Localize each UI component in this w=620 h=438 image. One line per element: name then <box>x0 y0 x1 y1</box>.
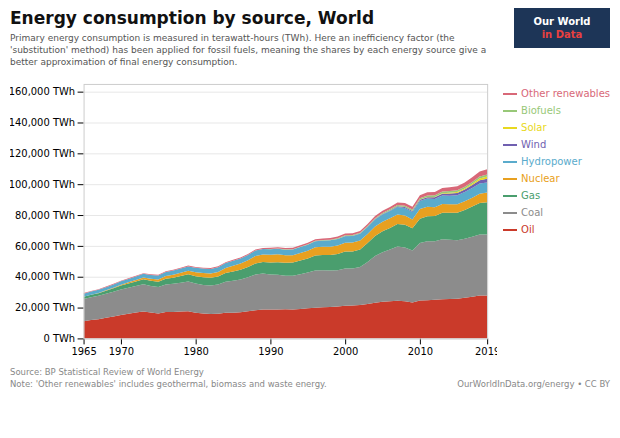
html-text:Our World: Our World <box>533 16 591 27</box>
svg-text:80,000 TWh: 80,000 TWh <box>15 210 75 221</box>
html-text:Nuclear: Nuclear <box>521 173 560 185</box>
svg-text:100,000 TWh: 100,000 TWh <box>10 179 75 190</box>
html-text:Biofuels: Biofuels <box>521 105 561 117</box>
html-text:Solar: Solar <box>521 122 547 134</box>
html-text:Primary energy consumption is: Primary energy consumption is measured i… <box>10 33 487 68</box>
svg-text:140,000 TWh: 140,000 TWh <box>10 118 75 129</box>
svg-text:2019: 2019 <box>475 346 497 357</box>
svg-text:2010: 2010 <box>408 346 433 357</box>
svg-text:1980: 1980 <box>184 346 209 357</box>
svg-text:2000: 2000 <box>333 346 358 357</box>
svg-text:1965: 1965 <box>71 346 96 357</box>
svg-text:60,000 TWh: 60,000 TWh <box>15 241 75 252</box>
svg-text:1970: 1970 <box>109 346 134 357</box>
svg-text:20,000 TWh: 20,000 TWh <box>15 303 75 314</box>
html-text:Note: 'Other renewables' inclu: Note: 'Other renewables' includes geothe… <box>10 378 327 389</box>
svg-text:120,000 TWh: 120,000 TWh <box>10 148 75 159</box>
html-text:Gas: Gas <box>521 190 541 202</box>
svg-text:40,000 TWh: 40,000 TWh <box>15 272 75 283</box>
html-text:Hydropower: Hydropower <box>521 156 582 168</box>
svg-text:1990: 1990 <box>258 346 283 357</box>
html-text:Coal: Coal <box>521 207 544 219</box>
html-text:Oil: Oil <box>521 224 535 236</box>
svg-text:0 TWh: 0 TWh <box>43 334 75 345</box>
html-text:in Data: in Data <box>541 29 583 40</box>
html-text:Other renewables: Other renewables <box>521 88 610 100</box>
html-text:Source: BP Statistical Review: Source: BP Statistical Review of World E… <box>10 366 204 377</box>
html-text:Energy consumption by source,: Energy consumption by source, World <box>10 8 375 28</box>
html-text:OurWorldInData.org/energy • CC: OurWorldInData.org/energy • CC BY <box>457 378 610 389</box>
svg-text:160,000 TWh: 160,000 TWh <box>10 87 75 98</box>
html-text:Wind: Wind <box>521 139 547 151</box>
